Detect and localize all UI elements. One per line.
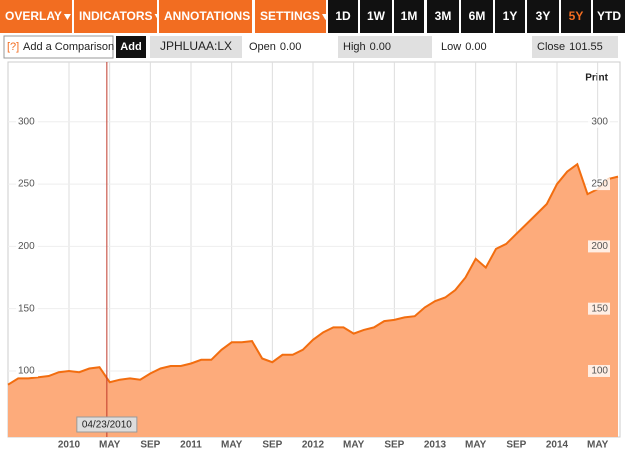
- y-tick-bg: [588, 240, 610, 253]
- quote-box: [338, 36, 432, 58]
- x-tick-label: 2013: [424, 440, 447, 451]
- y-tick-label: 250: [18, 179, 35, 190]
- ticker-box: [150, 36, 242, 58]
- y-tick-bg: [16, 178, 38, 191]
- menu-label: OVERLAY: [5, 9, 62, 23]
- menu-button[interactable]: [0, 0, 72, 33]
- range-button[interactable]: [593, 0, 625, 33]
- y-tick-label: 150: [591, 303, 608, 314]
- x-tick-label: SEP: [140, 440, 160, 451]
- range-button[interactable]: [495, 0, 525, 33]
- x-tick-label: 2010: [58, 440, 81, 451]
- y-tick-label: 300: [18, 116, 35, 127]
- y-tick-bg: [16, 302, 38, 315]
- range-button[interactable]: [561, 0, 591, 33]
- comparison-placeholder: Add a Comparison: [23, 41, 114, 53]
- comparison-input[interactable]: [3, 35, 114, 59]
- y-tick-label: 250: [591, 179, 608, 190]
- range-label: 1Y: [503, 9, 518, 23]
- x-tick-label: 2014: [546, 440, 569, 451]
- y-tick-label: 300: [591, 116, 608, 127]
- y-tick-bg: [588, 115, 610, 128]
- range-label: 1W: [367, 9, 386, 23]
- x-tick-label: 2012: [302, 440, 325, 451]
- menu-button[interactable]: [255, 0, 326, 33]
- ticker: JPHLUAA:LX: [160, 39, 232, 53]
- menu-button[interactable]: [74, 0, 157, 33]
- range-label: 3Y: [536, 9, 551, 23]
- y-tick-bg: [16, 240, 38, 253]
- x-tick-label: SEP: [262, 440, 282, 451]
- crosshair-label: 04/23/2010: [82, 420, 132, 431]
- add-label: Add: [120, 41, 141, 53]
- x-tick-label: MAY: [587, 440, 609, 451]
- range-label: 5Y: [569, 9, 584, 23]
- add-button[interactable]: [116, 36, 146, 58]
- x-tick-label: MAY: [221, 440, 243, 451]
- menu-label: INDICATORS: [79, 9, 153, 23]
- help-icon[interactable]: [?]: [7, 41, 19, 53]
- x-tick-label: MAY: [465, 440, 487, 451]
- x-tick-label: 2011: [180, 440, 202, 451]
- range-label: 1M: [401, 9, 418, 23]
- range-button[interactable]: [461, 0, 493, 33]
- y-tick-bg: [588, 178, 610, 191]
- range-label: 6M: [469, 9, 486, 23]
- x-tick-label: SEP: [384, 440, 404, 451]
- x-tick-label: MAY: [99, 440, 121, 451]
- range-button[interactable]: [527, 0, 559, 33]
- menu-label: SETTINGS: [260, 9, 320, 23]
- quote-value: 0.00: [370, 41, 391, 53]
- y-tick-bg: [16, 115, 38, 128]
- print-link[interactable]: Print: [585, 73, 608, 84]
- y-tick-label: 100: [18, 366, 35, 377]
- x-tick-label: MAY: [343, 440, 365, 451]
- range-button[interactable]: [394, 0, 424, 33]
- y-tick-label: 100: [591, 366, 608, 377]
- line: [7, 162, 619, 386]
- y-tick-label: 200: [591, 241, 608, 252]
- quote-value: 0.00: [280, 41, 301, 53]
- range-label: YTD: [597, 9, 621, 23]
- menu-button[interactable]: [159, 0, 252, 33]
- range-label: 3M: [435, 9, 452, 23]
- y-tick-label: 200: [18, 241, 35, 252]
- range-button[interactable]: [328, 0, 358, 33]
- y-tick-label: 150: [18, 303, 35, 314]
- quote-name: Close: [537, 41, 565, 53]
- quote-value: 0.00: [465, 41, 486, 53]
- crosshair-label-box: [76, 416, 138, 433]
- range-button[interactable]: [360, 0, 392, 33]
- y-tick-bg: [588, 302, 610, 315]
- range-label: 1D: [335, 9, 351, 23]
- quote-name: High: [343, 41, 366, 53]
- dropdown-arrow: [322, 14, 330, 20]
- y-tick-bg: [16, 364, 38, 377]
- quote-box: [532, 36, 618, 58]
- quote-name: Open: [249, 41, 276, 53]
- range-button[interactable]: [427, 0, 459, 33]
- dropdown-arrow: [63, 14, 71, 20]
- x-tick-label: SEP: [506, 440, 526, 451]
- menu-label: ANNOTATIONS: [164, 9, 250, 23]
- quote-value: 101.55: [569, 41, 603, 53]
- y-tick-bg: [588, 364, 610, 377]
- quote-name: Low: [441, 41, 461, 53]
